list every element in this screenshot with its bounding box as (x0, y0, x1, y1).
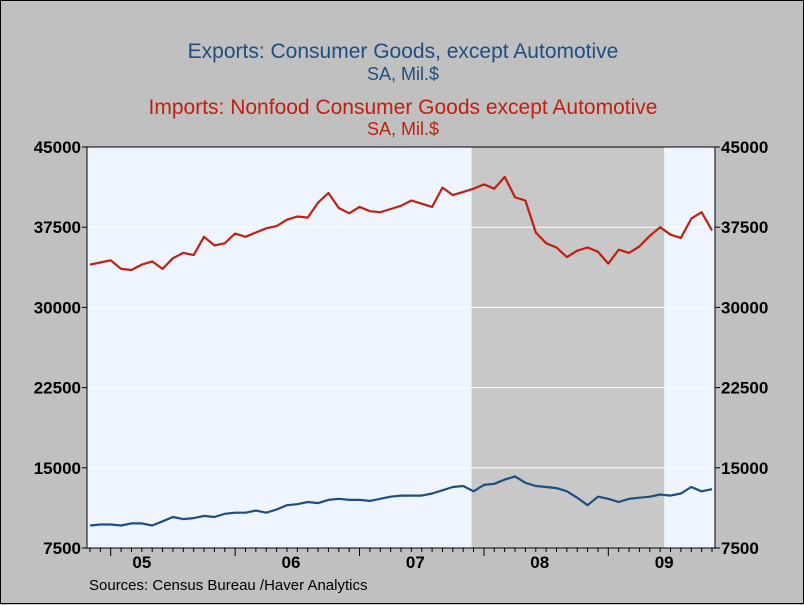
y-tick-label: 15000 (34, 459, 81, 478)
x-tick-label: 07 (406, 553, 425, 572)
y-tick-label: 22500 (721, 379, 768, 398)
x-tick-label: 09 (655, 553, 674, 572)
imports-title: Imports: Nonfood Consumer Goods except A… (148, 96, 658, 119)
y-tick-label: 15000 (721, 459, 768, 478)
x-tick-label: 08 (530, 553, 549, 572)
source-note: Sources: Census Bureau /Haver Analytics (89, 577, 368, 594)
imports-unit: SA, Mil.$ (366, 119, 440, 139)
x-tick-label: 06 (282, 553, 301, 572)
y-tick-label: 37500 (721, 218, 768, 237)
x-tick-label: 05 (132, 553, 151, 572)
exports-unit: SA, Mil.$ (366, 64, 440, 84)
y-tick-label: 7500 (721, 539, 759, 558)
y-tick-label: 30000 (721, 298, 768, 317)
gridlines (87, 226, 715, 469)
series-line-imports (89, 175, 713, 272)
y-tick-label: 37500 (34, 218, 81, 237)
x-axis: 05 06 07 08 09 (89, 548, 713, 572)
y-tick-label: 22500 (34, 379, 81, 398)
y-axis-left: 7500 15000 22500 30000 37500 45000 (34, 138, 87, 558)
y-tick-label: 45000 (721, 138, 768, 157)
series-line-exports (89, 475, 713, 527)
y-tick-label: 7500 (43, 539, 81, 558)
y-tick-label: 45000 (34, 138, 81, 157)
y-tick-label: 30000 (34, 298, 81, 317)
recession-shading (471, 147, 665, 548)
exports-title: Exports: Consumer Goods, except Automoti… (187, 40, 619, 63)
y-axis-right: 7500 15000 22500 30000 37500 45000 (715, 138, 768, 558)
